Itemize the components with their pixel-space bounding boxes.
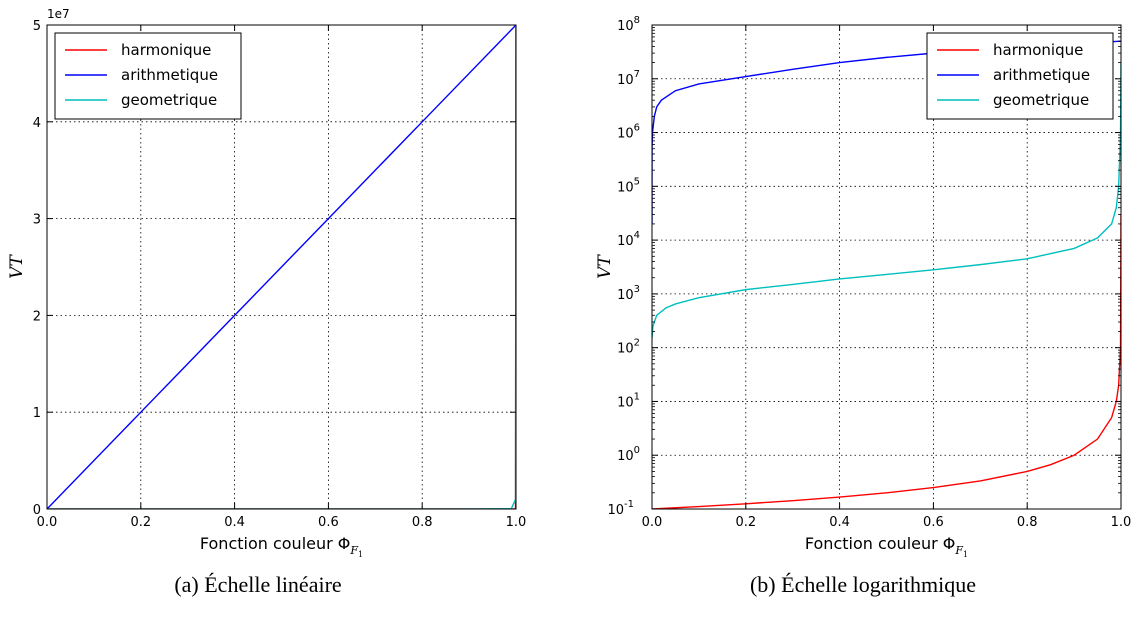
y-axis-label: VT xyxy=(7,254,27,279)
y-tick-label: 104 xyxy=(617,230,640,249)
y-tick-label: 4 xyxy=(33,116,41,131)
y-tick-label: 2 xyxy=(33,309,41,324)
axes-frame xyxy=(46,24,517,510)
x-tick-label: 0.0 xyxy=(642,515,663,530)
legend-label-geometrique: geometrique xyxy=(993,91,1089,109)
chart-linear: 0.0 0.2 0.4 0.6 0.8 1.0 0 1 2 3 4 5 1e7 Fonction coul… xyxy=(7,7,526,597)
x-tick-label: 1.0 xyxy=(1111,515,1132,530)
y-offset-label: 1e7 xyxy=(47,7,70,21)
y-tick-label: 102 xyxy=(617,338,640,357)
y-tick-label: 103 xyxy=(617,284,640,303)
x-tick-label: 0.6 xyxy=(923,515,944,530)
legend: harmonique arithmetique geometrique xyxy=(54,32,242,120)
y-tick-label: 101 xyxy=(617,391,640,410)
y-tick-label: 10-1 xyxy=(607,499,634,518)
x-tick-label: 0.4 xyxy=(829,515,850,530)
y-tick-label: 0 xyxy=(33,503,41,518)
x-tick-label: 1.0 xyxy=(506,515,527,530)
x-tick-label: 0.6 xyxy=(318,515,339,530)
chart-caption: (a) Échelle linéaire xyxy=(174,572,341,597)
y-tick-label: 1 xyxy=(33,406,41,421)
y-tick-label: 107 xyxy=(617,69,640,88)
y-tick-label: 105 xyxy=(617,176,640,195)
x-axis-label: Fonction couleur ΦF1 xyxy=(805,534,968,559)
y-tick-label: 108 xyxy=(617,15,640,34)
x-tick-label: 0.2 xyxy=(130,515,151,530)
x-tick-label: 0.8 xyxy=(412,515,433,530)
y-tick-label: 100 xyxy=(617,445,640,464)
x-tick-label: 0.8 xyxy=(1017,515,1038,530)
legend-label-geometrique: geometrique xyxy=(121,91,217,109)
chart-caption: (b) Échelle logarithmique xyxy=(750,572,976,597)
chart-log: 0.0 0.2 0.4 0.6 0.8 1.0 10-1 100 101 102 103 104 105… xyxy=(595,15,1131,597)
legend-box xyxy=(926,32,1114,120)
y-tick-label: 3 xyxy=(33,213,41,228)
x-axis-label: Fonction couleur ΦF1 xyxy=(200,534,363,559)
series-line-harmonique xyxy=(652,214,1121,509)
legend: harmonique arithmetique geometrique xyxy=(926,32,1114,120)
legend-label-harmonique: harmonique xyxy=(121,41,211,59)
axes-frame xyxy=(651,24,1122,510)
legend-label-harmonique: harmonique xyxy=(993,41,1083,59)
series-line-geometrique xyxy=(652,62,1121,339)
x-tick-label: 0.4 xyxy=(224,515,245,530)
y-axis-label: VT xyxy=(595,254,615,279)
y-tick-label: 106 xyxy=(617,123,640,142)
legend-box xyxy=(54,32,242,120)
x-tick-label: 0.2 xyxy=(735,515,756,530)
x-tick-label: 0.0 xyxy=(37,515,58,530)
legend-label-arithmetique: arithmetique xyxy=(121,66,218,84)
legend-label-arithmetique: arithmetique xyxy=(993,66,1090,84)
y-tick-label: 5 xyxy=(33,19,41,34)
series-line-arithmetique xyxy=(47,25,516,509)
